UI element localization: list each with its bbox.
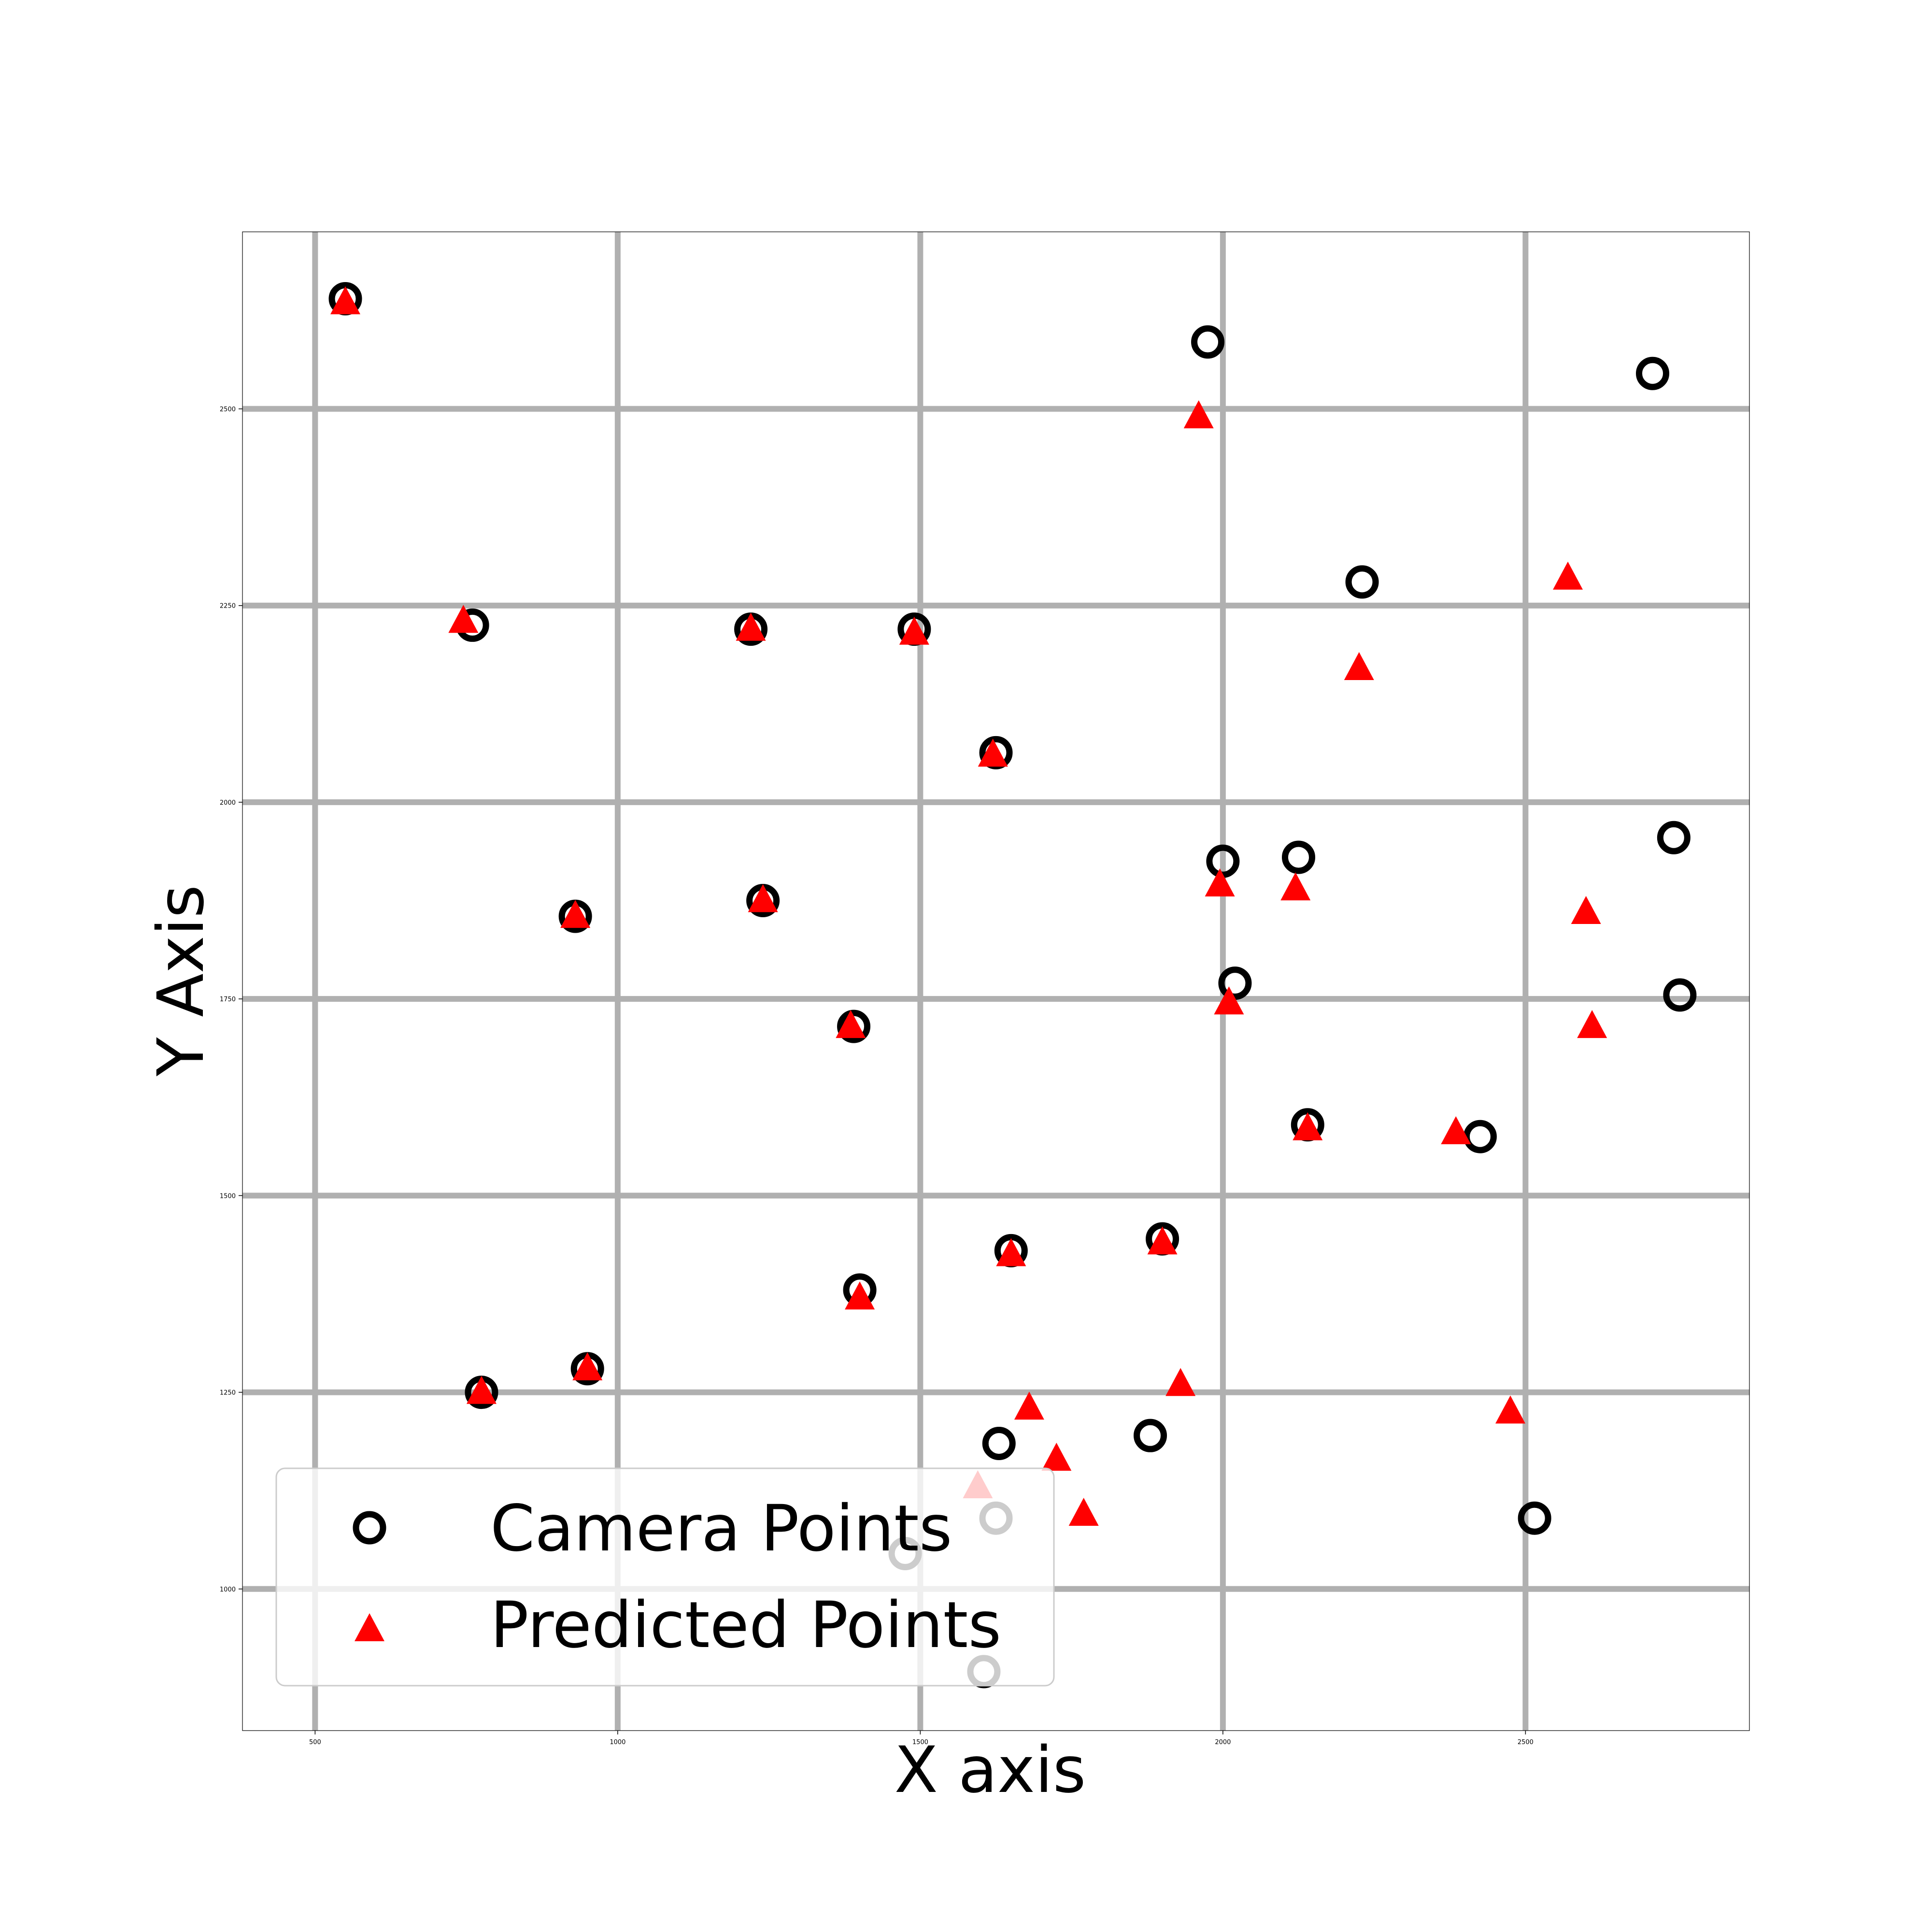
predicted-point: [899, 616, 929, 645]
tick-labels: 500 1000 1500 2000 2500 1000 1250 1500 1750 2000 2…: [220, 406, 1534, 1746]
x-axis-label: X axis: [895, 1733, 1086, 1807]
legend-marker-camera: [353, 1511, 386, 1545]
y-tick-label: 1250: [220, 1390, 236, 1397]
y-tick-label: 2000: [220, 799, 236, 807]
predicted-point: [1205, 868, 1235, 896]
y-tick-label: 2250: [220, 603, 236, 610]
camera-point: [1191, 325, 1225, 359]
legend-label-camera: Camera Points: [490, 1492, 952, 1566]
camera-point: [1282, 840, 1316, 874]
x-tick-label: 2000: [1215, 1739, 1231, 1746]
predicted-point: [736, 612, 766, 641]
legend: Camera Points Predicted Points: [275, 1467, 1055, 1687]
y-axis-label: Y Axis: [144, 885, 218, 1077]
y-tick-label: 1500: [220, 1193, 236, 1200]
camera-point: [1134, 1419, 1167, 1452]
predicted-point: [1577, 1010, 1607, 1038]
camera-point: [1657, 821, 1690, 854]
predicted-point: [1165, 1368, 1196, 1396]
predicted-point: [1068, 1498, 1099, 1526]
predicted-point: [1441, 1116, 1471, 1145]
predicted-point: [996, 1238, 1026, 1266]
predicted-point: [1183, 400, 1214, 428]
predicted-point: [1214, 986, 1244, 1015]
x-tick-label: 1500: [912, 1739, 928, 1746]
x-tick-label: 500: [309, 1739, 321, 1746]
predicted-point: [845, 1281, 875, 1310]
grid: [242, 232, 1749, 1731]
camera-point: [1636, 356, 1670, 390]
predicted-point: [1041, 1443, 1072, 1471]
x-tick-label: 1000: [610, 1739, 625, 1746]
predicted-point: [1147, 1226, 1178, 1255]
predicted-point: [1553, 561, 1583, 590]
legend-box: [275, 1467, 1055, 1687]
predicted-point: [560, 900, 591, 928]
camera-point: [982, 1426, 1016, 1460]
legend-marker-predicted: [355, 1613, 384, 1641]
predicted-point: [1014, 1392, 1044, 1420]
predicted-point: [1571, 895, 1601, 924]
predicted-point: [466, 1376, 497, 1404]
predicted-point: [836, 1010, 866, 1038]
camera-point: [1218, 966, 1252, 1000]
predicted-point: [978, 739, 1008, 767]
camera-point: [1663, 978, 1697, 1012]
camera-point: [1518, 1501, 1551, 1535]
y-tick-label: 1000: [220, 1586, 236, 1593]
predicted-point: [330, 286, 361, 314]
predicted-point: [1293, 1112, 1323, 1140]
x-tick-label: 2500: [1518, 1739, 1534, 1746]
predicted-point: [1280, 872, 1311, 901]
y-tick-label: 2500: [220, 406, 236, 413]
predicted-point: [448, 605, 479, 633]
legend-label-predicted: Predicted Points: [490, 1588, 1001, 1662]
predicted-point: [1495, 1395, 1526, 1424]
camera-point: [1345, 565, 1379, 599]
predicted-point: [1344, 652, 1374, 681]
y-tick-label: 1750: [220, 996, 236, 1003]
camera-point: [837, 1009, 871, 1043]
predicted-point: [748, 884, 778, 912]
predicted-point: [572, 1352, 603, 1380]
plot-frame: [242, 231, 1750, 1731]
